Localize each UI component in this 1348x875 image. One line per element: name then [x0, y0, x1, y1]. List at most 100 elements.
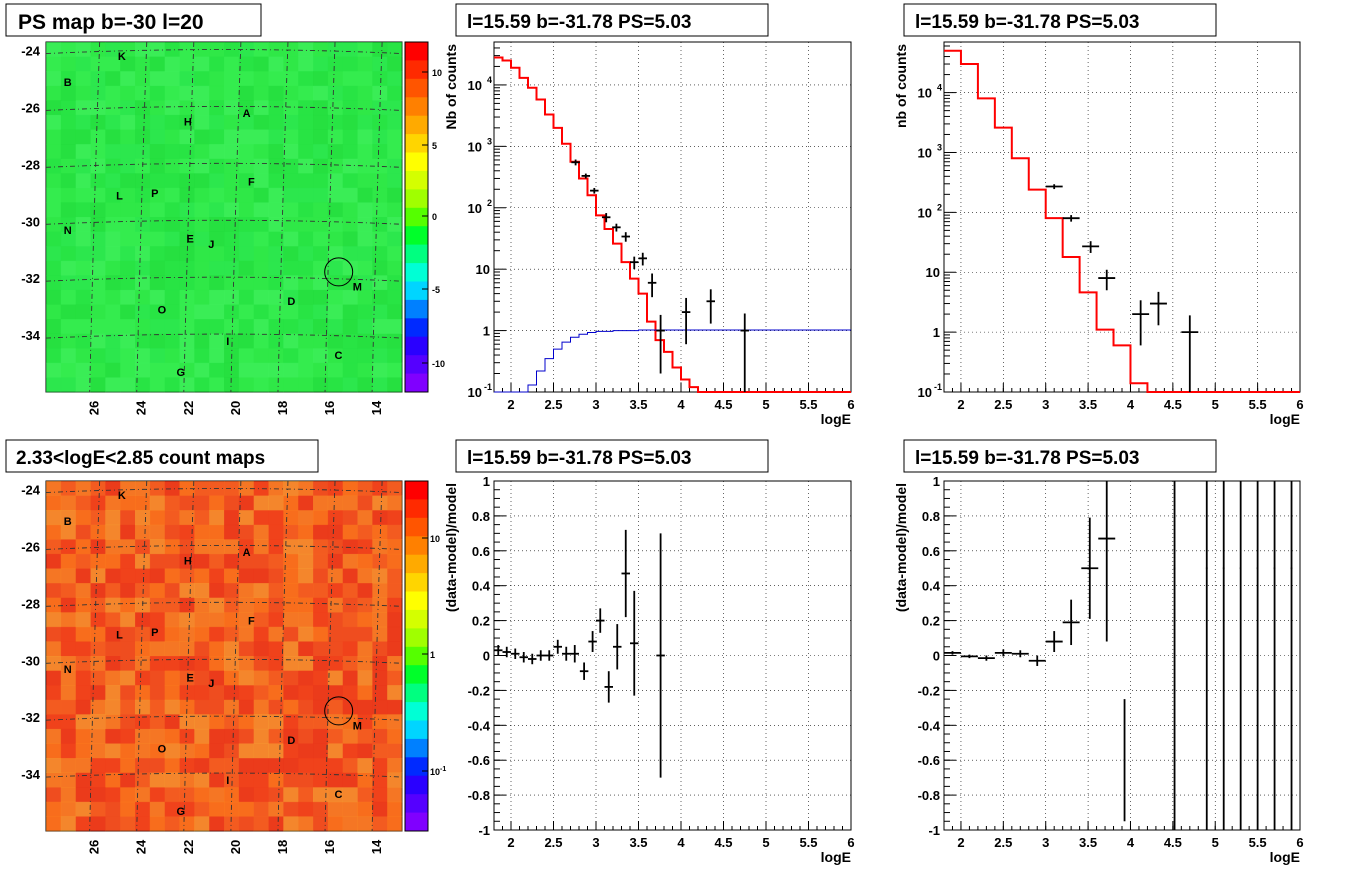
map2-pixel: [357, 612, 373, 628]
map1-pixel: [224, 129, 240, 145]
sp1-frame: [493, 41, 852, 393]
map1-pixel: [164, 71, 180, 87]
map2-pixel: [283, 801, 299, 817]
map2-pixel: [209, 758, 225, 773]
map2-pixel: [387, 728, 403, 744]
map2-pixel: [357, 714, 373, 730]
map1-pixel: [75, 144, 91, 159]
map2-pixel: [313, 670, 329, 686]
sp2-xtick-label: 3.5: [1079, 397, 1097, 412]
map1-pixel: [120, 202, 136, 218]
cb2-swatch: [405, 812, 428, 832]
sp1-xtick-label: 4.5: [714, 397, 732, 412]
map1-source-M: M: [353, 282, 362, 294]
map2-pixel: [224, 583, 240, 598]
map2-pixel: [105, 758, 121, 773]
map1-pixel: [253, 100, 269, 116]
map2-pixel: [238, 772, 254, 788]
map1-pixel: [164, 129, 180, 145]
map2-pixel: [46, 728, 62, 744]
map1-pixel: [268, 71, 284, 87]
map2-pixel: [342, 787, 358, 803]
map2-pixel: [357, 816, 373, 832]
sp1-ytick-label: 10: [468, 78, 482, 93]
map1-pixel: [75, 362, 91, 378]
map2-pixel: [60, 539, 76, 555]
map1-pixel: [46, 231, 62, 247]
map1-pixel: [253, 202, 269, 218]
map1-source-B: B: [64, 77, 72, 89]
map2-pixel: [327, 699, 343, 715]
map1-pixel: [283, 56, 299, 72]
map2-pixel: [298, 758, 314, 773]
map2-pixel: [342, 685, 358, 701]
map1-pixel: [60, 246, 76, 262]
map1-pixel: [194, 304, 210, 320]
map1-pixel: [268, 202, 284, 218]
map1-pixel: [75, 289, 91, 305]
map1-pixel: [253, 348, 269, 364]
map2-pixel: [327, 758, 343, 773]
map1-pixel: [105, 246, 121, 262]
map1-pixel: [357, 348, 373, 364]
map1-pixel: [238, 144, 254, 159]
map2-pixel: [283, 553, 299, 569]
map1-pixel: [327, 114, 343, 130]
map2-pixel: [372, 626, 388, 642]
map2-pixel: [298, 539, 314, 555]
rs2-xtick-label: 3: [1042, 835, 1049, 850]
map1-pixel: [120, 173, 136, 189]
rs1-ytick-label: -0.8: [468, 788, 490, 803]
map1-pixel: [357, 304, 373, 320]
map1-pixel: [105, 275, 121, 291]
map2-pixel: [238, 553, 254, 569]
map2-pixel: [327, 801, 343, 817]
map2-pixel: [387, 481, 403, 496]
map2-pixel: [60, 553, 76, 569]
map2-pixel: [238, 758, 254, 773]
map1-pixel: [60, 114, 76, 130]
map1-pixel: [357, 275, 373, 291]
map1-pixel: [224, 275, 240, 291]
map2-pixel: [75, 772, 91, 788]
map2-pixel: [60, 772, 76, 788]
map1-pixel: [327, 275, 343, 291]
map1-pixel: [387, 71, 403, 87]
map2-pixel: [253, 641, 269, 657]
map2-pixel: [149, 743, 165, 759]
map1-pixel: [75, 333, 91, 349]
map2-pixel: [253, 612, 269, 628]
map2-ytick-label: -24: [21, 483, 41, 498]
map2-pixel: [149, 539, 165, 555]
map1-grid-line: [371, 41, 383, 393]
map2-pixel: [224, 743, 240, 759]
map2-pixel: [209, 553, 225, 569]
map1-pixel: [372, 42, 388, 57]
map2-pixel: [238, 539, 254, 555]
residual2-panel: 2 2.5 3 3.5 4 4.5 5 5.5 6 1 0.8 0.6 0.4 0.2 0 -0.2 -0.4 -…: [893, 439, 1304, 865]
map1-pixel: [238, 231, 254, 247]
map2-pixel: [268, 758, 284, 773]
map2-pixel: [149, 685, 165, 701]
map1-pixel: [105, 231, 121, 247]
map2-pixel: [224, 670, 240, 686]
map2-pixel: [313, 787, 329, 803]
map1-pixel: [135, 348, 151, 364]
map2-pixel: [313, 597, 329, 613]
map1-pixel: [149, 202, 165, 218]
map2-pixel: [90, 553, 106, 569]
map2-pixel: [357, 495, 373, 511]
map2-pixel: [60, 685, 76, 701]
map2-pixel: [75, 641, 91, 657]
map1-pixel: [135, 304, 151, 320]
map1-pixel: [268, 231, 284, 247]
map1-pixel: [224, 114, 240, 130]
map2-pixel: [75, 656, 91, 671]
map1-pixel: [327, 202, 343, 218]
map2-pixel: [60, 758, 76, 773]
map1-pixel: [268, 348, 284, 364]
map1-pixel: [327, 42, 343, 57]
map2-pixel: [90, 787, 106, 803]
map1-pixel: [120, 158, 136, 174]
map1-pixel: [120, 144, 136, 159]
